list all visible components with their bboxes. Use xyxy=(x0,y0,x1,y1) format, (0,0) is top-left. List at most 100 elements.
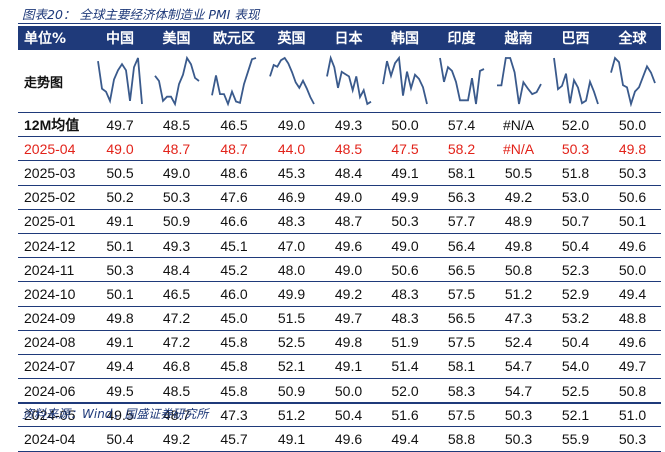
table-cell: 49.8 xyxy=(490,233,547,259)
table-cell: 48.7 xyxy=(148,402,205,428)
table-cell: 49.6 xyxy=(320,233,377,259)
table-cell: 56.5 xyxy=(433,306,490,331)
table-cell: 49.4 xyxy=(604,281,661,307)
figure-caption: 图表20： 全球主要经济体制造业 PMI 表现 xyxy=(22,7,260,22)
sparkline xyxy=(609,56,656,107)
sparkline xyxy=(496,57,542,105)
table-cell: 51.2 xyxy=(263,402,320,428)
table-cell: 49.1 xyxy=(92,330,148,355)
table-cell: 56.5 xyxy=(433,257,490,283)
row-label: 2024-05 xyxy=(18,402,92,428)
table-cell: #N/A xyxy=(490,136,547,162)
row-label: 2024-10 xyxy=(18,281,92,307)
table-cell: 48.5 xyxy=(320,136,377,162)
header-col-7: 印度 xyxy=(433,26,490,50)
table-cell: 58.3 xyxy=(433,378,490,404)
table-cell: 50.6 xyxy=(377,257,433,283)
table-cell: 47.3 xyxy=(205,402,263,428)
table-cell: 52.1 xyxy=(263,354,320,380)
sparkline-path xyxy=(153,55,200,107)
table-cell: 52.0 xyxy=(377,378,433,404)
table-cell: 49.7 xyxy=(604,354,661,380)
table-cell: 48.9 xyxy=(490,209,547,234)
table-cell: 52.5 xyxy=(263,330,320,355)
table-cell: 49.0 xyxy=(148,160,205,186)
table-cell: 44.0 xyxy=(263,136,320,162)
table-row: 2025-03 50.5 49.0 48.6 45.3 48.4 49.1 58.1 50.5 5… xyxy=(18,160,661,186)
table-cell: 49.8 xyxy=(92,306,148,331)
table-cell: 49.8 xyxy=(320,330,377,355)
table-row: 2024-11 50.3 48.4 45.2 48.0 49.0 50.6 56.5 50.8 5… xyxy=(18,257,661,283)
table-cell: 49.8 xyxy=(604,136,661,162)
table-cell: 48.5 xyxy=(148,378,205,404)
table-row: 2024-07 49.4 46.8 45.8 52.1 49.1 51.4 58.1 54.7 5… xyxy=(18,354,661,380)
table-cell: 50.0 xyxy=(604,257,661,283)
sparkline-path xyxy=(552,57,599,105)
trend-cell-4 xyxy=(263,50,320,113)
table-row: 2024-10 50.1 46.5 46.0 49.9 49.2 48.3 57.5 51.2 5… xyxy=(18,281,661,307)
sparkline xyxy=(97,57,143,105)
sparkline-path xyxy=(325,55,371,106)
row-label: 2025-03 xyxy=(18,160,92,186)
table-cell: 45.1 xyxy=(205,233,263,259)
trend-cell-8 xyxy=(490,50,547,113)
table-cell: #N/A xyxy=(490,112,547,138)
table-cell: 49.2 xyxy=(320,281,377,307)
table-cell: 58.2 xyxy=(433,136,490,162)
table-cell: 58.1 xyxy=(433,160,490,186)
table-cell: 49.2 xyxy=(490,185,547,210)
row-label: 2025-01 xyxy=(18,209,92,234)
table-cell: 49.1 xyxy=(377,160,433,186)
table-cell: 48.3 xyxy=(377,306,433,331)
table-cell: 49.0 xyxy=(320,185,377,210)
data-body: 12M均值 49.7 48.5 46.5 49.0 49.3 50.0 57.4 #N/A 52.… xyxy=(18,112,661,452)
source-note: 资料来源：Wind，国盛证券研究所 xyxy=(22,407,209,421)
table-row: 2024-06 49.5 48.5 45.8 50.9 50.0 52.0 58.3 54.7 5… xyxy=(18,378,661,404)
table-cell: 52.0 xyxy=(547,112,604,138)
row-label: 2024-06 xyxy=(18,378,92,404)
table-cell: 54.7 xyxy=(490,354,547,380)
table-cell: 54.7 xyxy=(490,378,547,404)
table-cell: 46.9 xyxy=(263,185,320,210)
header-col-10: 全球 xyxy=(604,26,661,50)
sparkline-path xyxy=(97,57,143,105)
sparkline xyxy=(438,57,484,105)
table-cell: 49.0 xyxy=(320,257,377,283)
pmi-table: 单位% 中国 美国 欧元区 英国 日本 韩国 印度 越南 巴西 全球 走势图 12M均值 49.7 48… xyxy=(18,26,661,452)
table-cell: 49.0 xyxy=(92,136,148,162)
table-cell: 51.9 xyxy=(377,330,433,355)
table-cell: 48.6 xyxy=(205,160,263,186)
row-label: 2024-12 xyxy=(18,233,92,259)
table-cell: 45.0 xyxy=(205,306,263,331)
table-cell: 57.7 xyxy=(433,209,490,234)
table-cell: 57.4 xyxy=(433,112,490,138)
table-cell: 46.0 xyxy=(205,281,263,307)
sparkline-path xyxy=(609,56,656,107)
table-cell: 50.4 xyxy=(547,233,604,259)
header-unit: 单位% xyxy=(18,26,92,50)
table-cell: 50.0 xyxy=(377,112,433,138)
table-cell: 49.9 xyxy=(377,185,433,210)
sparkline-path xyxy=(496,57,542,105)
table-cell: 48.7 xyxy=(320,209,377,234)
sparkline-path xyxy=(438,57,484,105)
table-cell: 49.7 xyxy=(92,112,148,138)
table-cell: 46.8 xyxy=(148,354,205,380)
table-cell: 45.3 xyxy=(263,160,320,186)
table-cell: 46.5 xyxy=(148,281,205,307)
table-row: 2024-05 49.5 48.7 47.3 51.2 50.4 51.6 57.5 50.3 5… xyxy=(18,402,661,428)
header-col-9: 巴西 xyxy=(547,26,604,50)
table-row: 2025-02 50.2 50.3 47.6 46.9 49.0 49.9 56.3 49.2 5… xyxy=(18,185,661,210)
table-cell: 47.3 xyxy=(490,306,547,331)
row-label: 2024-09 xyxy=(18,306,92,331)
table-cell: 49.9 xyxy=(263,281,320,307)
table-cell: 47.2 xyxy=(148,330,205,355)
table-cell: 57.5 xyxy=(433,281,490,307)
table-row: 2024-08 49.1 47.2 45.8 52.5 49.8 51.9 57.5 52.4 5… xyxy=(18,330,661,355)
row-label: 12M均值 xyxy=(18,112,92,138)
table-cell: 47.6 xyxy=(205,185,263,210)
trend-cell-5 xyxy=(320,50,377,113)
row-label: 2024-07 xyxy=(18,354,92,380)
table-cell: 47.2 xyxy=(148,306,205,331)
table-cell: 48.0 xyxy=(263,257,320,283)
